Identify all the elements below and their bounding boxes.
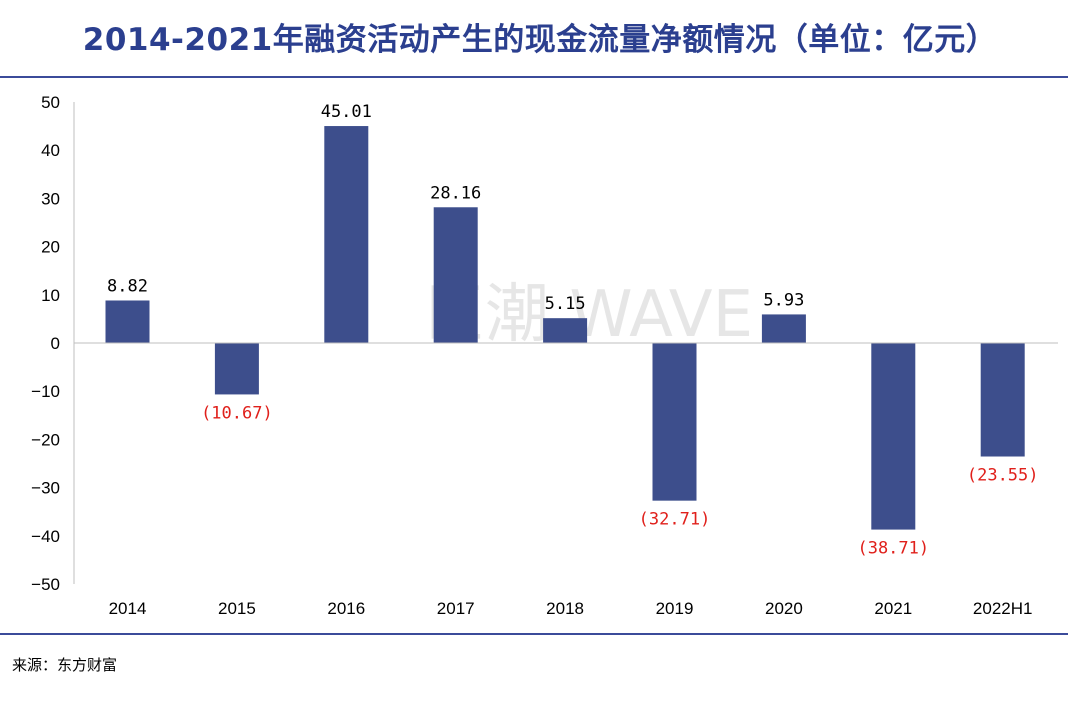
x-tick-label: 2019 [656,599,694,618]
bar-2017 [433,207,478,343]
bar-2018 [543,318,588,343]
bottom-divider [0,633,1068,635]
bar-2022H1 [980,343,1025,457]
y-tick-label: 0 [51,334,60,353]
x-tick-label: 2017 [437,599,475,618]
bar-2014 [105,300,150,343]
y-tick-label: −30 [31,479,60,498]
x-tick-label: 2021 [874,599,912,618]
data-label-2020: 5.93 [763,290,804,310]
bar-2015 [214,343,259,395]
data-label-2018: 5.15 [545,294,586,314]
bar-2020 [761,314,806,343]
data-label-2019: (32.71) [639,510,711,530]
bar-2021 [871,343,916,530]
bar-2019 [652,343,697,501]
top-divider [0,76,1068,78]
bar-chart: 巨潮 WAVE50403020100−10−20−30−40−508.82(10… [31,93,1058,618]
x-tick-label: 2020 [765,599,803,618]
y-tick-label: −20 [31,430,60,449]
x-tick-label: 2014 [109,599,147,618]
data-label-2016: 45.01 [321,102,372,122]
x-tick-label: 2022H1 [973,599,1033,618]
y-tick-label: −50 [31,575,60,594]
y-tick-label: −10 [31,382,60,401]
data-label-2021: (38.71) [857,539,929,559]
y-tick-label: 30 [41,189,60,208]
y-tick-label: 50 [41,93,60,112]
chart-title: 2014-2021年融资活动产生的现金流量净额情况（单位：亿元） [82,22,998,58]
data-label-2022H1: (23.55) [967,466,1039,486]
data-label-2015: (10.67) [201,403,273,423]
y-tick-label: −40 [31,527,60,546]
y-tick-label: 40 [41,141,60,160]
data-label-2014: 8.82 [107,276,148,296]
y-tick-label: 10 [41,286,60,305]
x-tick-label: 2018 [546,599,584,618]
x-tick-label: 2015 [218,599,256,618]
source-note: 来源：东方财富 [12,656,118,674]
y-tick-label: 20 [41,238,60,257]
bar-2016 [324,126,369,343]
x-tick-label: 2016 [327,599,365,618]
data-label-2017: 28.16 [430,183,481,203]
